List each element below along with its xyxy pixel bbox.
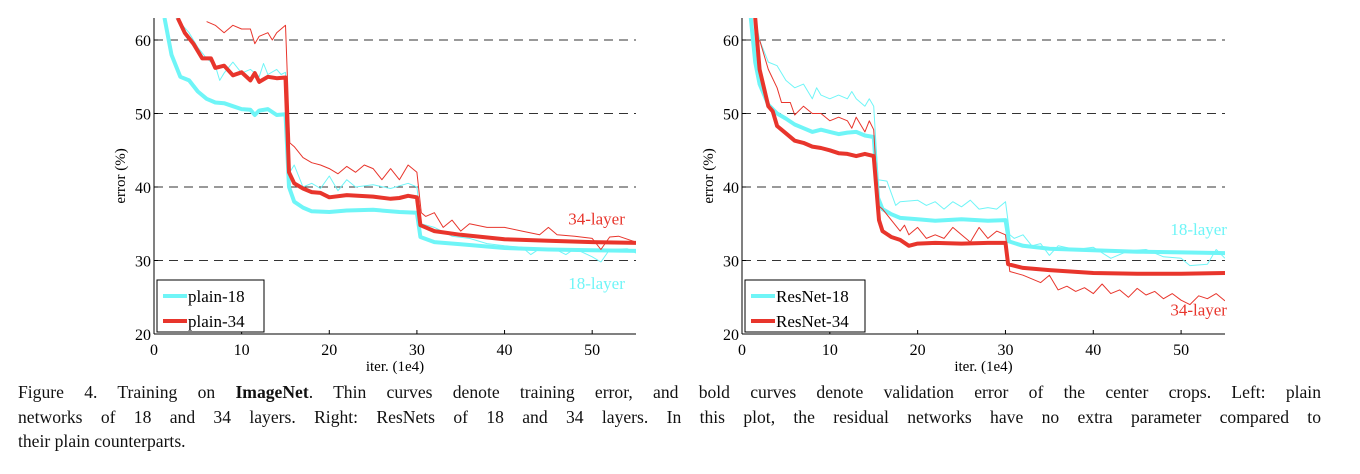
annotation-label: 18-layer: [568, 274, 625, 293]
caption-line-1: Figure 4. Training on ImageNet. Thin cur…: [18, 380, 1321, 405]
x-tick-label: 40: [1085, 342, 1101, 359]
legend-box: [156, 279, 265, 333]
y-tick-label: 30: [723, 254, 739, 271]
legend: plain-18 plain-34: [156, 279, 265, 333]
x-tick-label: 30: [997, 342, 1013, 359]
annotation-label: 18-layer: [1170, 220, 1227, 239]
series-line-resnet-34-validation: [753, 17, 1225, 276]
legend-label: plain-18: [188, 287, 245, 306]
y-tick-label: 40: [135, 180, 151, 197]
y-axis-label: error (%): [701, 148, 717, 203]
x-tick-label: 20: [910, 342, 926, 359]
caption-prefix: Figure 4. Training on: [18, 382, 236, 402]
x-axis-label: iter. (1e4): [954, 359, 1012, 375]
legend-label: plain-34: [188, 312, 245, 331]
x-tick-label: 0: [150, 342, 158, 359]
legend-label: ResNet-18: [776, 287, 849, 306]
caption-line-2: networks of 18 and 34 layers. Right: Res…: [18, 406, 1321, 427]
y-tick-label: 50: [723, 107, 739, 124]
chart-resnet: 0 10 20 30 40 50 20 30 40 50 60 iter. (1e4) error (%…: [701, 17, 1227, 375]
figure: 0 10 20 30 40 50 20 30 40 50 60 iter. (1e4) error (%…: [113, 17, 1227, 375]
legend: ResNet-18 ResNet-34: [744, 279, 866, 333]
y-axis-label: error (%): [113, 148, 129, 203]
chart-plain: 0 10 20 30 40 50 20 30 40 50 60 iter. (1e4) error (%…: [113, 17, 636, 375]
x-tick-label: 0: [738, 342, 746, 359]
series-line-plain-34-training: [206, 21, 636, 250]
series-line-resnet-18-training: [754, 17, 1225, 267]
x-axis-label: iter. (1e4): [366, 359, 424, 375]
legend-box: [744, 279, 866, 333]
series-line-plain-18-validation: [162, 17, 636, 253]
caption-line1-rest: . Thin curves denote training error, and…: [308, 382, 1321, 402]
x-tick-label: 50: [584, 342, 600, 359]
y-tick-label: 50: [135, 107, 151, 124]
x-tick-label: 50: [1173, 342, 1189, 359]
series-group: [748, 17, 1225, 306]
series-line-resnet-34-training: [759, 39, 1225, 306]
y-tick-label: 60: [723, 33, 739, 50]
annotation-label: 34-layer: [1170, 301, 1227, 320]
y-tick-label: 60: [135, 33, 151, 50]
y-tick-label: 20: [723, 327, 739, 344]
x-tick-label: 20: [321, 342, 337, 359]
caption-bold-term: ImageNet: [235, 382, 309, 402]
x-tick-label: 10: [234, 342, 250, 359]
x-tick-label: 30: [409, 342, 425, 359]
y-tick-label: 20: [135, 327, 151, 344]
x-tick-label: 40: [497, 342, 513, 359]
legend-label: ResNet-34: [776, 312, 849, 331]
y-tick-label: 40: [723, 180, 739, 197]
figure-caption: Figure 4. Training on ImageNet. Thin cur…: [18, 380, 1321, 454]
caption-line-3: their plain counterparts.: [18, 431, 186, 451]
y-tick-label: 30: [135, 254, 151, 271]
series-line-plain-18-training: [175, 17, 636, 263]
x-tick-label: 10: [822, 342, 838, 359]
series-group: [162, 17, 636, 263]
series-line-plain-34-validation: [175, 17, 636, 245]
annotation-label: 34-layer: [568, 209, 625, 228]
series-line-resnet-18-validation: [748, 17, 1225, 256]
